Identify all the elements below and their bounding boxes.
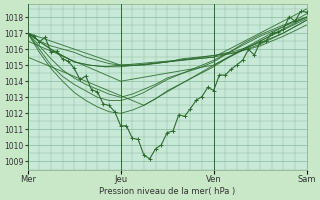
- X-axis label: Pression niveau de la mer( hPa ): Pression niveau de la mer( hPa ): [99, 187, 235, 196]
